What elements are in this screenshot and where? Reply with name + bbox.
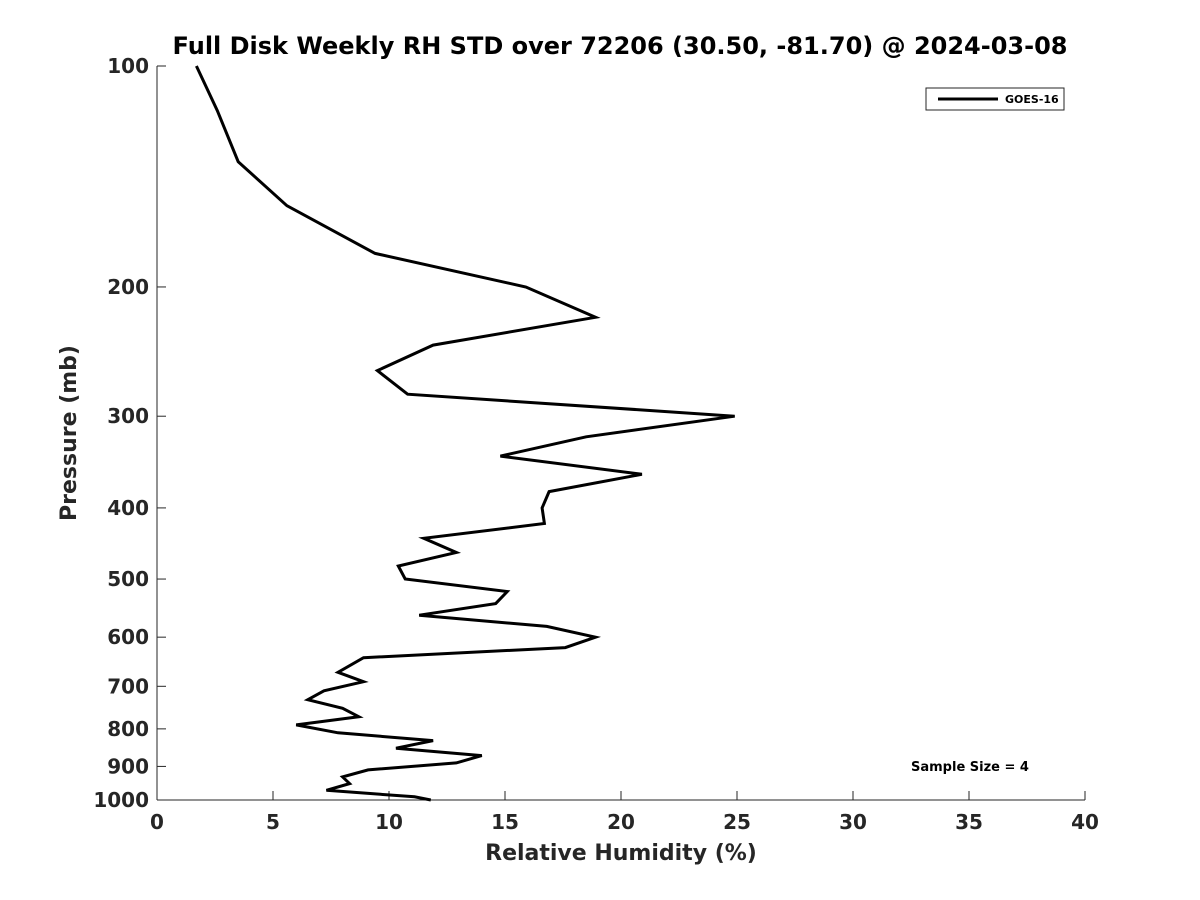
series-line-goes-16 — [195, 65, 735, 802]
y-tick-label: 500 — [107, 567, 149, 591]
y-tick-label: 100 — [107, 54, 149, 78]
y-tick-label: 700 — [107, 674, 149, 698]
y-tick-label: 1000 — [93, 788, 149, 812]
x-tick-label: 10 — [375, 810, 403, 834]
x-axis-label: Relative Humidity (%) — [485, 841, 757, 866]
y-tick-label: 900 — [107, 754, 149, 778]
x-tick-label: 5 — [266, 810, 280, 834]
y-axis-label: Pressure (mb) — [57, 345, 82, 521]
x-tick-label: 40 — [1071, 810, 1099, 834]
legend: GOES-16 — [925, 87, 1065, 111]
sample-size-annotation: Sample Size = 4 — [911, 760, 1029, 775]
chart-title: Full Disk Weekly RH STD over 72206 (30.5… — [173, 32, 1068, 60]
x-tick-label: 15 — [491, 810, 519, 834]
x-tick-label: 25 — [723, 810, 751, 834]
legend-label: GOES-16 — [1005, 93, 1059, 106]
x-tick-label: 0 — [150, 810, 164, 834]
y-tick-label: 200 — [107, 275, 149, 299]
y-tick-label: 400 — [107, 496, 149, 520]
y-axis-ticks: 100 200 300 400 500 600 700 800 900 1000 — [93, 54, 166, 812]
x-axis-ticks: 0 5 10 15 20 25 30 35 40 — [150, 791, 1099, 834]
y-tick-label: 300 — [107, 404, 149, 428]
y-tick-label: 800 — [107, 717, 149, 741]
x-tick-label: 35 — [955, 810, 983, 834]
x-tick-label: 20 — [607, 810, 635, 834]
x-tick-label: 30 — [839, 810, 867, 834]
y-tick-label: 600 — [107, 625, 149, 649]
